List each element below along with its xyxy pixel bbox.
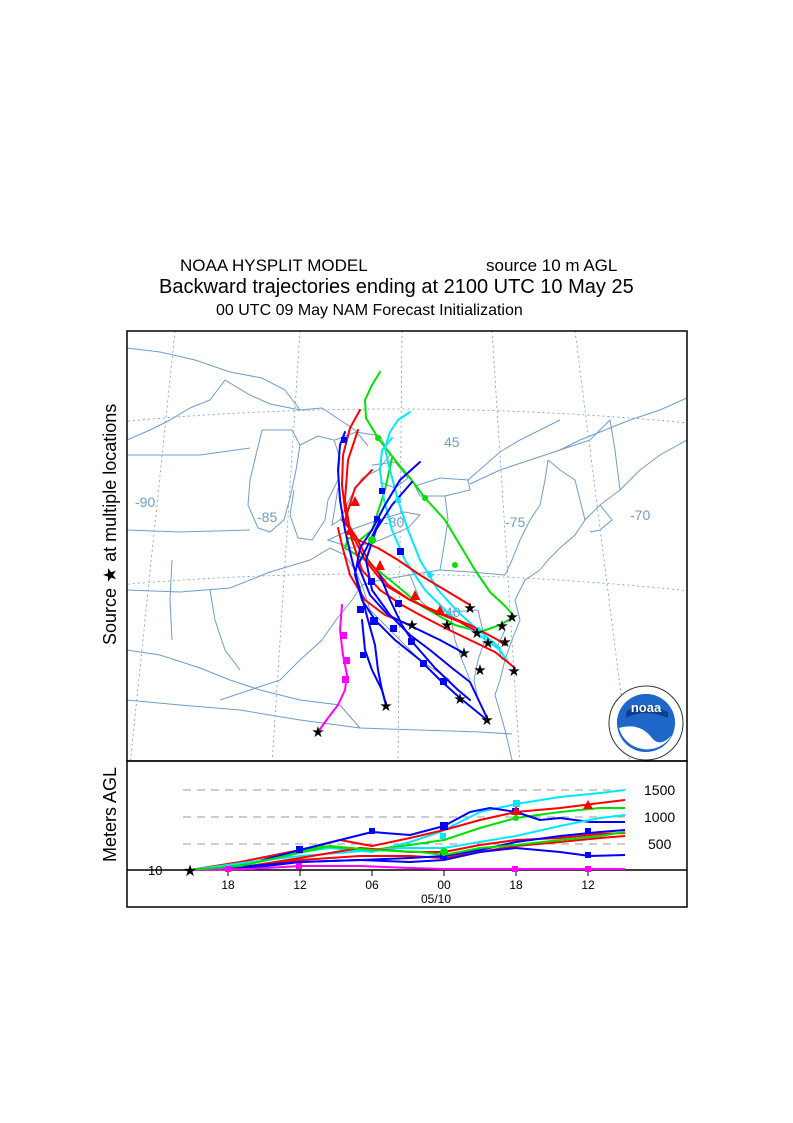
source-star: ★: [311, 723, 324, 741]
source-star: ★: [440, 616, 453, 634]
map-side-label: Source ★ at multiple locations: [100, 403, 120, 645]
y-tick-label: 500: [648, 836, 672, 852]
y-tick-label: 1000: [644, 809, 675, 825]
source-stars: ★ ★ ★ ★ ★ ★ ★ ★ ★ ★ ★ ★ ★ ★ ★: [311, 599, 520, 741]
x-tick-label: 18: [221, 878, 235, 892]
x-tick-label: 12: [293, 878, 307, 892]
model-title: NOAA HYSPLIT MODEL: [180, 256, 368, 275]
map-frame: [126, 330, 688, 762]
height-traces: [189, 789, 626, 871]
lon-label: -70: [630, 507, 650, 523]
lon-label: -85: [257, 509, 277, 525]
height-trace-green-2: [189, 831, 626, 871]
source-height: source 10 m AGL: [486, 256, 618, 275]
source-star: ★: [498, 633, 511, 651]
x-tick-label: 06: [365, 878, 379, 892]
source-star: ★: [463, 599, 476, 617]
map-outlines: [127, 347, 687, 761]
trajectory-red-3: [344, 469, 471, 606]
source-star: ★: [379, 697, 392, 715]
lon-label: -90: [135, 494, 155, 510]
trajectory-blue-4: [357, 519, 463, 653]
height-markers: [225, 800, 593, 872]
trajectory-cyan-2: [379, 437, 509, 663]
x-tick-label: 00: [437, 878, 451, 892]
height-frame: [126, 760, 688, 908]
trajectory-title: Backward trajectories ending at 2100 UTC…: [159, 276, 634, 298]
height-axis-label: Meters AGL: [100, 766, 120, 862]
source-star: ★: [495, 617, 508, 635]
y-start-label: 10: [148, 863, 162, 878]
graticule: [127, 331, 687, 761]
source-star-height: ★: [183, 861, 197, 880]
trajectory-magenta: [317, 604, 348, 733]
height-trace-magenta: [189, 865, 625, 871]
height-trace-blue-2: [189, 829, 626, 871]
lat-label: 45: [444, 434, 460, 450]
noaa-logo-text: noaa: [631, 700, 662, 715]
trajectory-markers: [340, 435, 481, 685]
noaa-logo: noaa: [608, 685, 684, 761]
trajectory-cyan: [384, 411, 501, 649]
x-tick-label: 12: [581, 878, 595, 892]
source-star: ★: [505, 608, 518, 626]
height-panel: 1500 1000 500 10 18 12 06 00 18 12 05/10: [126, 760, 688, 908]
y-tick-label: 1500: [644, 782, 675, 798]
height-trace-blue-3: [189, 847, 626, 871]
source-star: ★: [507, 662, 520, 680]
source-star: ★: [480, 711, 493, 729]
date-label: 05/10: [421, 892, 451, 906]
trajectory-blue-5: [361, 619, 387, 706]
trajectory-red-2: [344, 429, 479, 633]
source-star: ★: [453, 690, 466, 708]
source-star: ★: [473, 661, 486, 679]
trajectory-blue-2: [354, 461, 488, 721]
source-star: ★: [405, 616, 418, 634]
map-panel: -90 -85 -80 -75 -70 45 40: [126, 330, 688, 762]
source-star: ★: [481, 634, 494, 652]
lon-label: -75: [505, 514, 525, 530]
forecast-init: 00 UTC 09 May NAM Forecast Initializatio…: [216, 302, 523, 319]
source-star: ★: [457, 644, 470, 662]
trajectory-green: [364, 371, 515, 617]
x-tick-label: 18: [509, 878, 523, 892]
source-star: ★: [470, 624, 483, 642]
lon-label: -80: [384, 514, 404, 530]
